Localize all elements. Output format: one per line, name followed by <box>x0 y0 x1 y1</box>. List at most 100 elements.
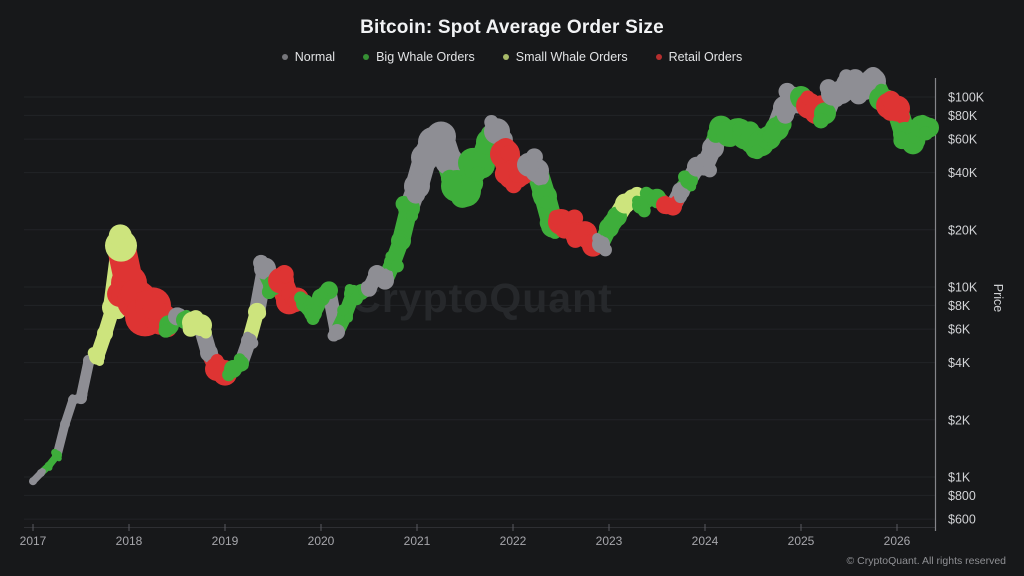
legend-label: Normal <box>294 50 336 64</box>
year-label: 2021 <box>404 534 431 548</box>
order-size-dot <box>83 359 90 367</box>
order-size-dot <box>201 346 212 357</box>
order-size-segment <box>52 419 70 460</box>
order-size-dot <box>30 479 36 484</box>
price-tick-label: $1K <box>948 471 971 485</box>
legend-dot-big_whale <box>363 54 370 60</box>
copyright-text: © CryptoQuant. All rights reserved <box>846 555 1006 567</box>
legend-dot-normal <box>281 54 288 60</box>
order-size-dot <box>881 90 901 110</box>
order-size-dot <box>324 283 335 294</box>
legend-label: Retail Orders <box>668 50 743 64</box>
order-size-dot <box>919 126 931 138</box>
order-size-dot <box>246 337 259 349</box>
order-size-dot <box>239 361 249 370</box>
order-size-dot <box>251 303 261 314</box>
year-label: 2019 <box>212 534 239 548</box>
order-size-dot <box>540 195 554 210</box>
order-size-dot <box>484 115 499 130</box>
order-size-dot <box>45 462 50 467</box>
order-size-dot <box>344 313 353 323</box>
legend-item-big_whale[interactable]: Big Whale Orders <box>363 50 475 64</box>
legend-dot-small_whale <box>502 54 509 60</box>
order-size-dot <box>243 331 252 341</box>
order-size-dot <box>678 170 691 184</box>
order-size-dot <box>531 168 550 186</box>
order-size-dot <box>696 153 708 165</box>
order-size-dot <box>368 274 379 285</box>
order-size-dot <box>39 467 45 473</box>
legend-label: Small Whale Orders <box>515 50 628 64</box>
order-size-dot <box>632 195 642 206</box>
order-size-dot <box>434 143 455 164</box>
order-size-dot <box>330 332 339 342</box>
order-size-dot <box>525 159 540 173</box>
price-tick-label: $40K <box>948 166 978 180</box>
order-size-dot <box>405 209 419 222</box>
order-size-dot <box>253 254 269 271</box>
price-tick-label: $8K <box>948 299 971 313</box>
order-size-dot <box>404 180 419 195</box>
year-label: 2023 <box>596 534 623 548</box>
order-size-dot <box>187 310 204 327</box>
order-size-dot <box>852 88 867 104</box>
order-size-dot <box>51 448 59 457</box>
order-size-dot <box>278 268 293 284</box>
order-size-dot <box>199 326 212 339</box>
order-size-dot <box>69 394 76 400</box>
order-size-dot <box>142 296 166 320</box>
order-size-dot <box>895 109 910 125</box>
order-size-dot <box>384 273 394 284</box>
order-size-dot <box>500 145 517 162</box>
order-size-dot <box>395 195 412 212</box>
year-label: 2025 <box>788 534 815 548</box>
price-tick-label: $80K <box>948 109 978 123</box>
price-axis-title: Price <box>991 284 1005 313</box>
order-size-dot <box>294 291 308 305</box>
order-size-dot <box>385 251 396 262</box>
order-size-dot <box>749 144 765 160</box>
order-size-dot <box>344 283 355 294</box>
order-size-dot <box>87 347 100 359</box>
order-size-dot <box>637 204 651 218</box>
order-size-dot <box>100 327 109 336</box>
order-size-dot <box>702 162 717 178</box>
year-label: 2018 <box>116 534 143 548</box>
order-size-dot <box>470 166 486 182</box>
order-size-dot <box>304 307 315 318</box>
order-size-dot <box>592 232 603 243</box>
price-tick-label: $2K <box>948 413 971 427</box>
price-tick-label: $10K <box>948 281 978 295</box>
year-label: 2024 <box>692 534 719 548</box>
order-size-dot <box>118 237 137 256</box>
year-label: 2022 <box>500 534 527 548</box>
legend-item-small_whale[interactable]: Small Whale Orders <box>502 50 628 64</box>
order-size-dot <box>337 304 349 316</box>
order-size-dot <box>686 181 697 192</box>
order-size-dot <box>390 259 404 273</box>
order-size-dot <box>61 423 67 429</box>
legend-item-retail[interactable]: Retail Orders <box>655 50 743 64</box>
order-size-dot <box>672 186 683 197</box>
legend-dot-retail <box>655 54 662 60</box>
order-size-dot <box>56 455 62 462</box>
price-tick-label: $60K <box>948 133 978 147</box>
legend-item-normal[interactable]: Normal <box>281 50 336 64</box>
order-size-dot <box>395 235 407 247</box>
watermark-text: CryptoQuant <box>351 275 613 321</box>
order-size-dot <box>567 211 581 225</box>
year-label: 2026 <box>884 534 911 548</box>
price-tick-label: $6K <box>948 323 971 337</box>
order-size-dot <box>609 217 621 229</box>
order-size-dot <box>79 391 87 399</box>
legend-label: Big Whale Orders <box>376 50 475 64</box>
year-label: 2020 <box>308 534 335 548</box>
legend: Normal Big Whale Orders Small Whale Orders… <box>0 50 1024 64</box>
price-tick-label: $4K <box>948 356 971 370</box>
order-size-dot <box>814 112 827 126</box>
price-tick-label: $100K <box>948 91 985 105</box>
order-size-dot <box>598 243 612 257</box>
order-size-dot <box>95 357 105 366</box>
